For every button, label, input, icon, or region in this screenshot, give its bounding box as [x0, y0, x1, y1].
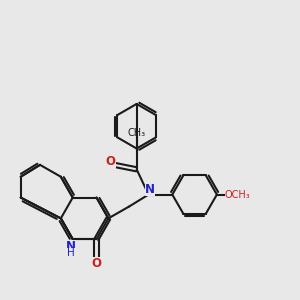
Text: H: H	[68, 248, 75, 258]
Text: O: O	[92, 257, 101, 270]
Text: O: O	[106, 155, 116, 168]
Text: N: N	[145, 183, 155, 196]
Text: N: N	[66, 240, 76, 253]
Text: CH₃: CH₃	[128, 128, 146, 138]
Text: OCH₃: OCH₃	[225, 190, 250, 200]
